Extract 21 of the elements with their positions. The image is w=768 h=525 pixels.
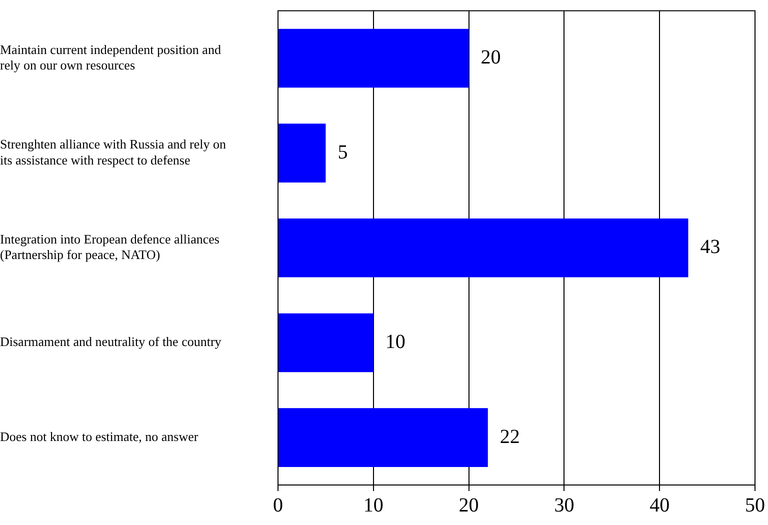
bar xyxy=(278,408,488,467)
y-tick-label: Maintain current independent position and rely on our own resources xyxy=(0,42,222,72)
x-tick-label: 20 xyxy=(458,494,479,516)
x-tick-label: 40 xyxy=(650,494,670,516)
data-label: 20 xyxy=(480,46,501,68)
bar xyxy=(278,124,326,182)
data-label: 10 xyxy=(385,330,406,353)
y-tick-label: Disarmament and neutrality of the country xyxy=(0,334,222,350)
bar xyxy=(278,313,374,372)
x-tick-label: 50 xyxy=(745,494,765,516)
x-tick-label: 0 xyxy=(273,494,283,516)
x-tick-label: 30 xyxy=(554,494,574,516)
y-tick-label: Does not know to estimate, no answer xyxy=(0,429,199,444)
bar xyxy=(278,218,688,278)
data-label: 5 xyxy=(338,141,348,164)
y-tick-label: Strenghten alliance with Russia and rely on its assistance with respect to defense xyxy=(0,136,226,168)
bar xyxy=(278,28,469,88)
y-tick-label: Integration into Eropean defence alliances (Partnership for peace, NATO) xyxy=(0,232,220,262)
data-label: 43 xyxy=(700,236,720,258)
data-label: 22 xyxy=(500,426,520,448)
x-tick-label: 10 xyxy=(363,494,384,516)
